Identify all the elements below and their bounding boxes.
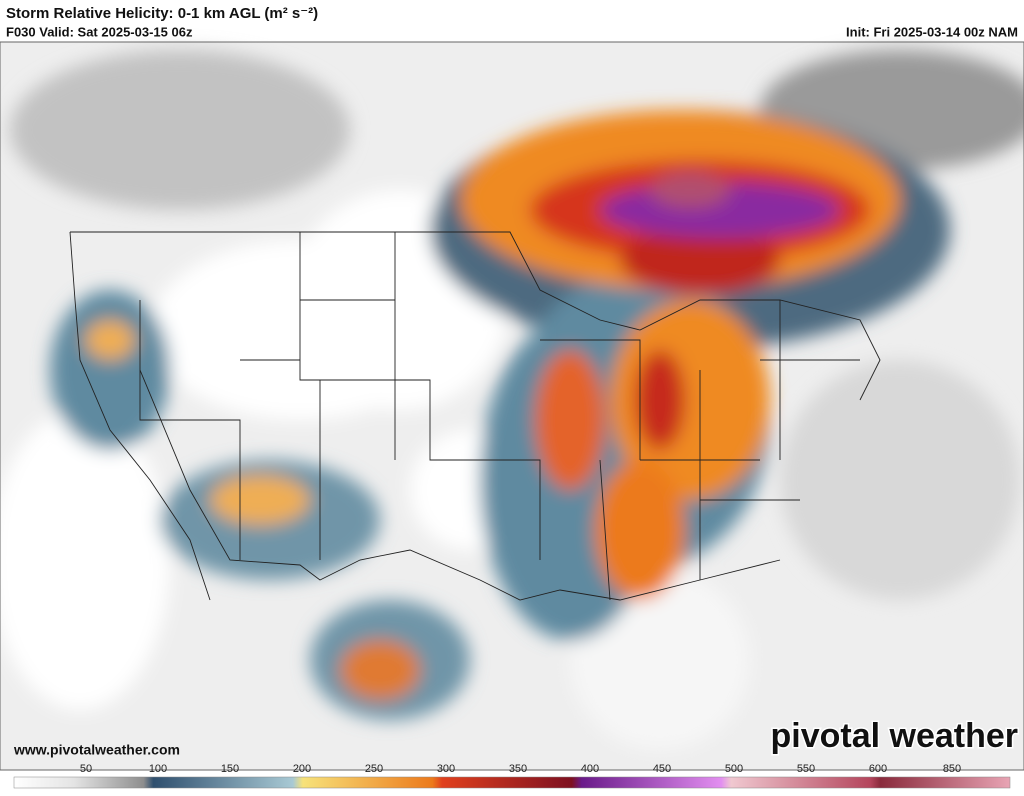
colorbar-label: 400 <box>581 763 599 775</box>
watermark: pivotal weather <box>770 717 1018 755</box>
colorbar-label: 200 <box>293 763 311 775</box>
colorbar <box>13 776 1011 789</box>
colorbar-label: 50 <box>80 763 92 775</box>
colorbar-label: 250 <box>365 763 383 775</box>
colorbar-label: 450 <box>653 763 671 775</box>
colorbar-labels: 50 100 150 200 250 300 350 400 450 500 550 600 850 <box>80 763 961 775</box>
title: Storm Relative Helicity: 0-1 km AGL (m² … <box>6 5 318 22</box>
map-field <box>0 42 1024 770</box>
init-time: Init: Fri 2025-03-14 00z NAM <box>846 24 1018 39</box>
colorbar-label: 850 <box>943 763 961 775</box>
valid-time: F030 Valid: Sat 2025-03-15 06z <box>6 24 193 39</box>
colorbar-label: 100 <box>149 763 167 775</box>
credit: www.pivotalweather.com <box>13 742 180 758</box>
helicity-shading <box>0 50 1024 750</box>
colorbar-label: 600 <box>869 763 887 775</box>
colorbar-label: 350 <box>509 763 527 775</box>
colorbar-label: 150 <box>221 763 239 775</box>
boundaries <box>69 231 881 601</box>
colorbar-label: 500 <box>725 763 743 775</box>
colorbar-label: 300 <box>437 763 455 775</box>
colorbar-label: 550 <box>797 763 815 775</box>
map-frame <box>0 41 1024 771</box>
